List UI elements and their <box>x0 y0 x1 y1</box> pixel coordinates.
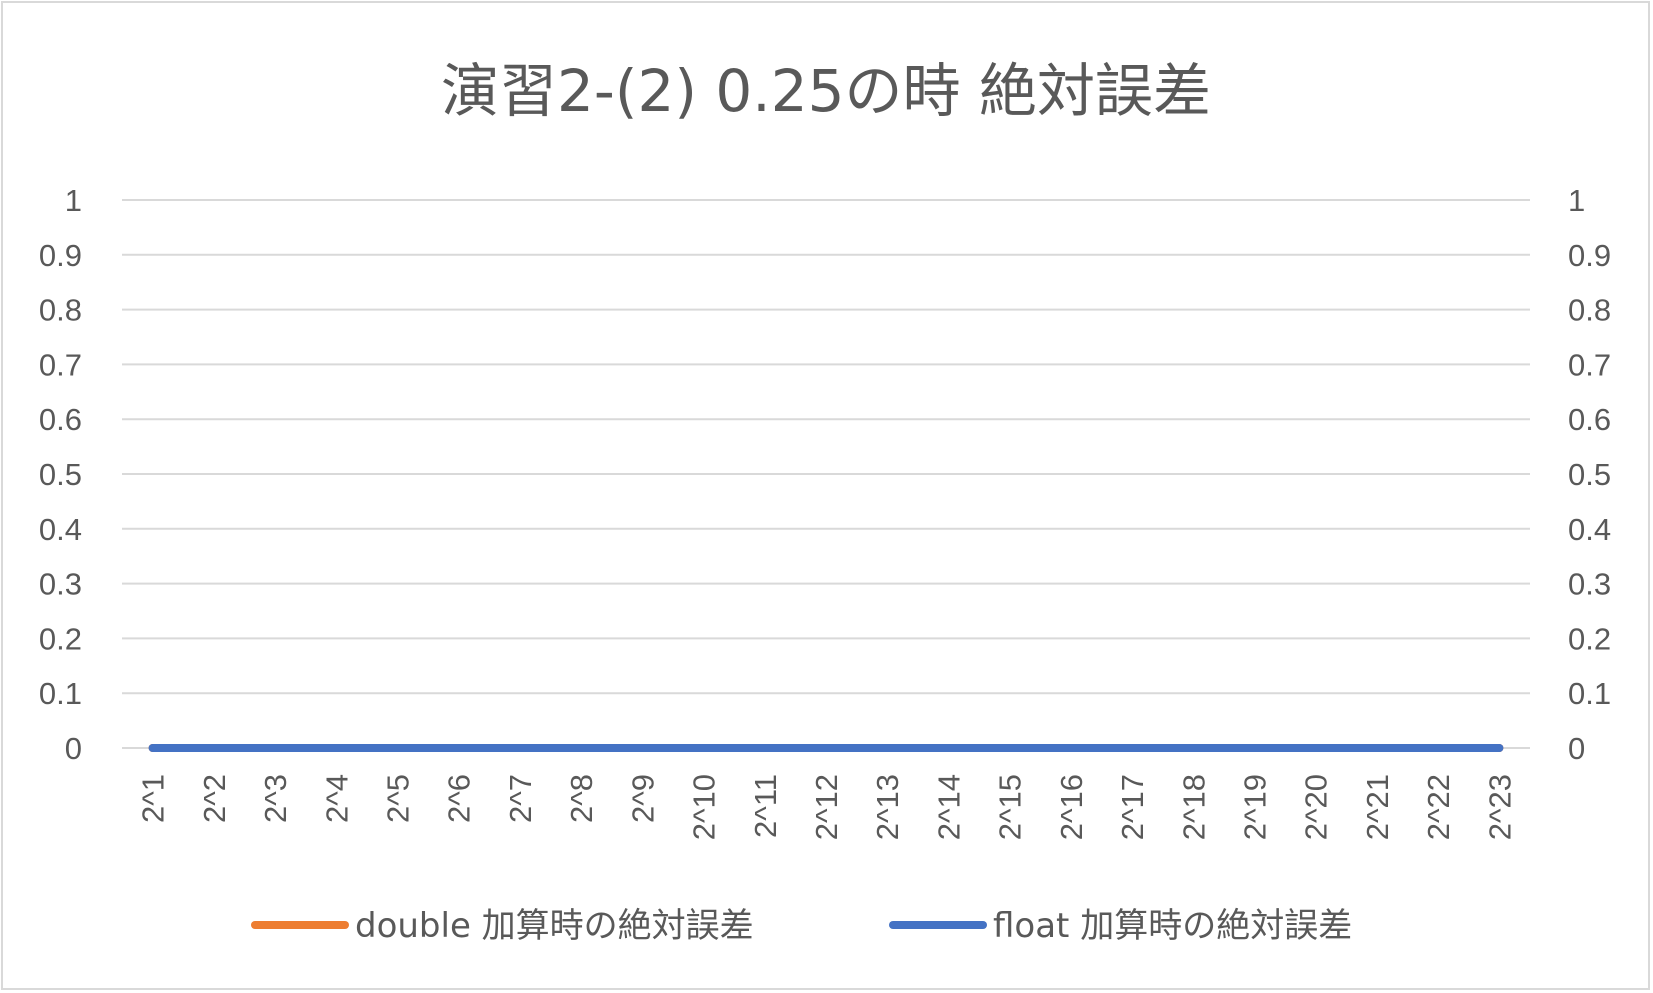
legend-label: float 加算時の絶対誤差 <box>993 906 1352 946</box>
y-tick-label-left: 0.8 <box>39 293 82 328</box>
y-tick-label-right: 1 <box>1568 183 1585 218</box>
x-tick-label: 2^22 <box>1421 774 1456 840</box>
x-tick-label: 2^18 <box>1176 774 1211 840</box>
x-tick-label: 2^13 <box>870 774 905 840</box>
x-tick-label: 2^17 <box>1115 774 1150 840</box>
y-axis-right: 0 0.1 0.2 0.3 0.4 0.5 0.6 0.7 0.8 0.9 1 <box>1568 183 1611 766</box>
x-tick-label: 2^9 <box>625 774 660 823</box>
x-tick-label: 2^15 <box>993 774 1028 840</box>
y-axis-left: 0 0.1 0.2 0.3 0.4 0.5 0.6 0.7 0.8 0.9 1 <box>39 183 82 766</box>
y-tick-label-right: 0.9 <box>1568 238 1611 273</box>
x-tick-label: 2^4 <box>319 774 354 823</box>
x-tick-label: 2^1 <box>136 774 171 823</box>
x-tick-label: 2^5 <box>380 774 415 823</box>
x-tick-label: 2^20 <box>1299 774 1334 840</box>
y-tick-label-right: 0.2 <box>1568 621 1611 656</box>
y-tick-label-left: 0 <box>65 731 82 766</box>
x-tick-label: 2^3 <box>258 774 293 823</box>
x-tick-label: 2^10 <box>687 774 722 840</box>
y-tick-label-left: 0.6 <box>39 402 82 437</box>
legend: double 加算時の絶対誤差 float 加算時の絶対誤差 <box>251 906 1352 946</box>
x-tick-label: 2^6 <box>442 774 477 823</box>
y-tick-label-right: 0.4 <box>1568 512 1611 547</box>
y-tick-label-left: 0.5 <box>39 457 82 492</box>
x-tick-label: 2^21 <box>1360 774 1395 840</box>
x-tick-label: 2^19 <box>1238 774 1273 840</box>
x-tick-label: 2^8 <box>564 774 599 823</box>
x-tick-label: 2^23 <box>1482 774 1517 840</box>
x-tick-label: 2^12 <box>809 774 844 840</box>
legend-label: double 加算時の絶対誤差 <box>355 906 754 946</box>
y-tick-label-right: 0.6 <box>1568 402 1611 437</box>
y-tick-label-left: 0.9 <box>39 238 82 273</box>
chart-title: 演習2-(2) 0.25の時 絶対誤差 <box>441 57 1211 125</box>
y-tick-label-left: 0.3 <box>39 567 82 602</box>
y-tick-label-right: 0 <box>1568 731 1585 766</box>
y-tick-label-left: 1 <box>65 183 82 218</box>
x-tick-label: 2^11 <box>748 774 783 838</box>
y-tick-label-right: 0.1 <box>1568 676 1611 711</box>
x-axis: 2^1 2^2 2^3 2^4 2^5 2^6 2^7 2^8 2^9 2^10 2^11 2^12 2… <box>136 774 1518 840</box>
x-tick-label: 2^2 <box>197 774 232 823</box>
y-tick-label-left: 0.1 <box>39 676 82 711</box>
y-tick-label-right: 0.7 <box>1568 347 1611 382</box>
x-tick-label: 2^14 <box>931 774 966 840</box>
y-tick-label-right: 0.8 <box>1568 293 1611 328</box>
gridlines <box>122 199 1530 749</box>
y-tick-label-left: 0.4 <box>39 512 82 547</box>
y-tick-label-left: 0.2 <box>39 621 82 656</box>
y-tick-label-right: 0.3 <box>1568 567 1611 602</box>
x-tick-label: 2^16 <box>1054 774 1089 840</box>
x-tick-label: 2^7 <box>503 774 538 823</box>
y-tick-label-left: 0.7 <box>39 347 82 382</box>
y-tick-label-right: 0.5 <box>1568 457 1611 492</box>
